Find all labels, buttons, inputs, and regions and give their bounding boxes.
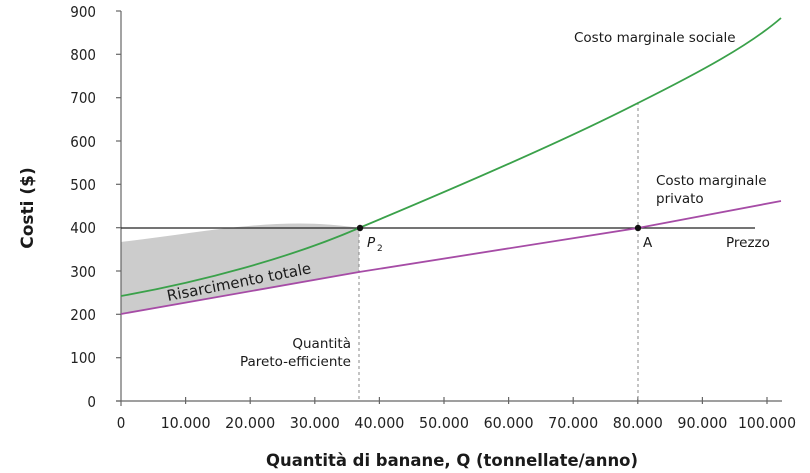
y-tick: 800 (70, 46, 96, 64)
shaded-compensation-area-fill (121, 228, 359, 314)
y-tick: 400 (70, 219, 96, 237)
private-cost-label-line1: Costo marginale (656, 173, 767, 189)
y-axis-title: Costi ($) (18, 167, 38, 249)
private-marginal-cost-line (120, 200, 782, 315)
x-tick: 60.000 (484, 414, 534, 432)
point-a (634, 224, 642, 232)
point-p2-label: P (367, 235, 376, 251)
y-tick: 0 (87, 393, 96, 411)
y-tick: 300 (70, 263, 96, 281)
point-p2 (356, 224, 364, 232)
pareto-label-line1: Quantità (292, 336, 351, 352)
y-axis (116, 10, 122, 402)
point-a-label: A (643, 235, 653, 251)
y-tick: 500 (70, 176, 96, 194)
x-tick: 70.000 (548, 414, 598, 432)
y-tick: 100 (70, 349, 96, 367)
point-p2-subscript: 2 (377, 244, 383, 254)
pareto-label-line2: Pareto-efficiente (240, 354, 351, 370)
x-tick: 80.000 (613, 414, 663, 432)
price-label: Prezzo (726, 235, 770, 251)
y-tick: 600 (70, 133, 96, 151)
x-tick: 100.000 (738, 414, 796, 432)
x-tick: 10.000 (161, 414, 211, 432)
y-tick: 200 (70, 306, 96, 324)
y-tick-labels: 900 800 700 600 500 400 300 200 100 0 (70, 3, 96, 411)
x-tick: 20.000 (225, 414, 275, 432)
x-tick: 30.000 (290, 414, 340, 432)
x-tick: 90.000 (677, 414, 727, 432)
y-tick: 900 (70, 3, 96, 21)
y-tick: 700 (70, 89, 96, 107)
x-tick-labels: 0 10.000 20.000 30.000 40.000 50.000 60.… (117, 414, 796, 432)
x-axis-title: Quantità di banane, Q (tonnellate/anno) (266, 451, 638, 471)
social-cost-label: Costo marginale sociale (574, 30, 736, 46)
private-cost-label-line2: privato (656, 191, 704, 207)
x-axis (116, 397, 782, 406)
x-tick: 40.000 (354, 414, 404, 432)
x-tick: 0 (117, 414, 126, 432)
x-tick: 50.000 (419, 414, 469, 432)
social-marginal-cost-curve (120, 17, 782, 297)
